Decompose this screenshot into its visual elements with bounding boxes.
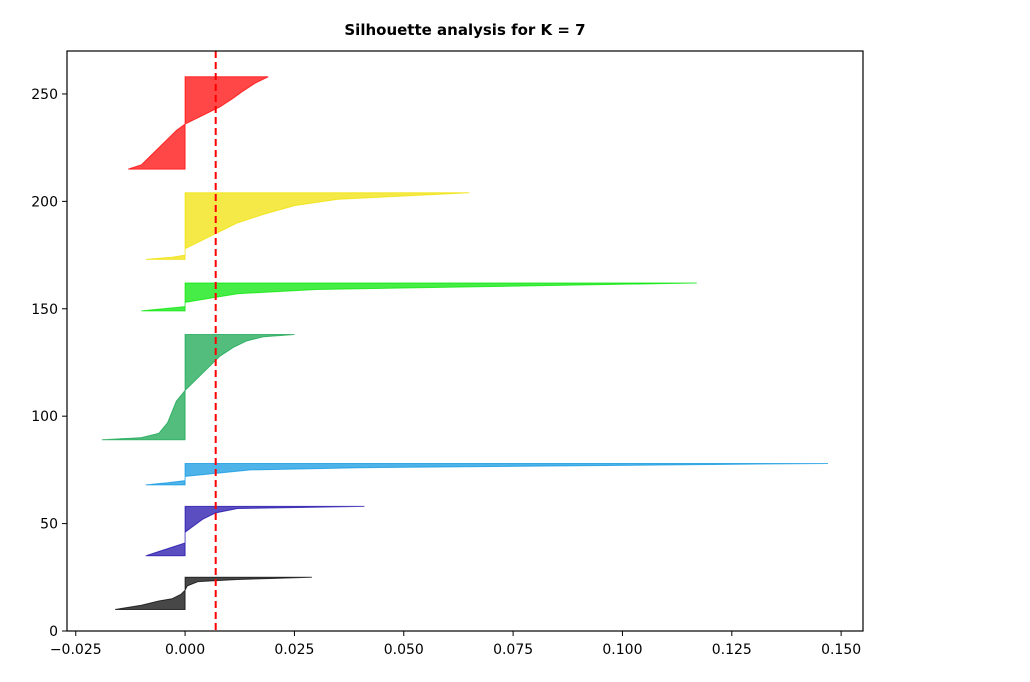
x-tick-label: 0.150 [821,642,861,658]
cluster-0-silhouette-fill [115,576,312,611]
y-tick-label: 150 [31,302,58,318]
chart-title: Silhouette analysis for K = 7 [344,21,586,39]
x-tick-label: 0.075 [493,642,533,658]
cluster-5-silhouette-fill [145,192,470,260]
cluster-6-silhouette-fill [128,76,269,170]
y-tick-label: 50 [40,517,58,533]
x-tick-label: 0.025 [274,642,314,658]
y-axis-ticks: 0 50 100 150 200 250 [31,87,67,640]
x-axis-ticks: −0.025 0.000 0.025 0.050 0.075 0.100 0.125 0.15… [50,631,861,658]
x-tick-label: 0.100 [602,642,642,658]
plot-frame [66,50,864,632]
cluster-2-silhouette-fill [145,462,829,486]
cluster-1-silhouette-fill [145,505,365,557]
cluster-3-silhouette-fill [101,334,295,441]
y-tick-label: 250 [31,87,58,103]
y-tick-label: 100 [31,409,58,425]
y-tick-label: 200 [31,194,58,210]
x-tick-label: −0.025 [50,642,102,658]
cluster-4-silhouette-fill [141,282,697,312]
y-tick-label: 0 [49,624,58,640]
x-tick-label: 0.125 [712,642,752,658]
x-tick-label: 0.000 [165,642,205,658]
cluster-fills-layer [101,76,829,611]
x-tick-label: 0.050 [384,642,424,658]
